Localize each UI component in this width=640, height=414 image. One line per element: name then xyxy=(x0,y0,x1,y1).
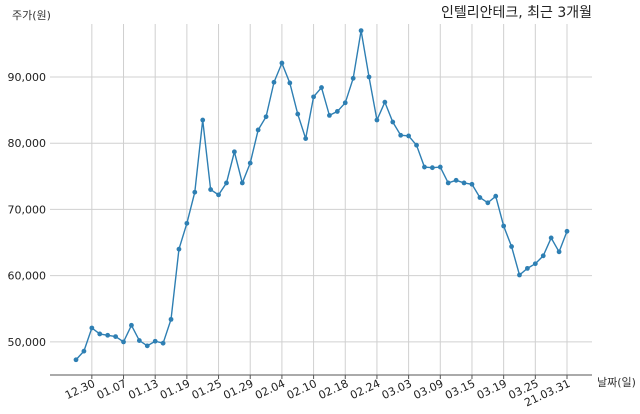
x-tick-label: 02.04 xyxy=(253,377,287,402)
data-point xyxy=(184,220,190,226)
x-tick-label: 03.09 xyxy=(412,377,446,402)
data-point xyxy=(374,117,380,123)
data-point xyxy=(73,357,79,363)
data-point xyxy=(398,132,404,138)
data-point xyxy=(216,192,221,198)
data-point xyxy=(287,80,293,86)
x-tick-label: 02.24 xyxy=(348,377,382,402)
grid xyxy=(50,24,592,375)
x-tick-label: 01.19 xyxy=(158,377,192,402)
data-point xyxy=(208,187,214,192)
data-point xyxy=(414,142,419,148)
data-point xyxy=(247,160,253,166)
data-point xyxy=(517,272,522,278)
y-axis-title: 주가(원) xyxy=(12,9,51,22)
data-point xyxy=(136,338,142,343)
y-tick-label: 70,000 xyxy=(8,203,47,216)
data-point xyxy=(501,223,507,229)
data-point xyxy=(303,136,309,141)
data-point xyxy=(271,79,277,85)
x-tick-label: 12.30 xyxy=(63,377,97,402)
data-point xyxy=(279,60,285,66)
x-tick-label: 01.29 xyxy=(221,377,255,402)
data-point xyxy=(152,338,158,344)
data-point xyxy=(382,99,388,105)
data-point xyxy=(263,114,269,120)
y-axis: 50,000 60,000 70,000 80,000 90,000 xyxy=(8,71,47,349)
data-point xyxy=(342,100,348,106)
data-point xyxy=(319,85,324,90)
data-point xyxy=(453,177,459,183)
x-tick-label: 02.18 xyxy=(316,377,350,402)
data-point xyxy=(105,332,111,338)
data-point xyxy=(311,94,316,100)
data-point xyxy=(239,180,245,186)
data-point xyxy=(461,180,467,186)
data-point xyxy=(493,193,499,199)
data-point xyxy=(200,117,206,123)
data-point xyxy=(366,74,372,80)
data-point xyxy=(121,339,126,345)
data-point xyxy=(556,249,562,255)
x-tick-label: 03.15 xyxy=(443,377,477,402)
data-point xyxy=(469,181,475,187)
data-point xyxy=(477,195,483,200)
data-point xyxy=(540,253,546,259)
data-point xyxy=(564,228,570,234)
data-point xyxy=(295,111,301,117)
series-points xyxy=(73,28,570,363)
series-line xyxy=(75,30,568,361)
x-axis-title: 날짜(일) xyxy=(597,375,636,389)
data-point xyxy=(327,112,332,118)
data-point xyxy=(168,316,174,322)
y-tick-label: 50,000 xyxy=(8,336,47,349)
x-tick-label: 01.25 xyxy=(190,377,224,402)
data-point xyxy=(176,246,182,252)
data-point xyxy=(525,265,530,271)
data-point xyxy=(509,244,514,249)
data-point xyxy=(129,322,134,328)
data-point xyxy=(334,109,340,114)
data-point xyxy=(548,235,554,241)
data-point xyxy=(358,28,364,34)
data-point xyxy=(350,75,356,81)
data-point xyxy=(445,180,451,186)
x-tick-label: 02.10 xyxy=(285,377,319,402)
data-point xyxy=(255,127,261,133)
data-point xyxy=(192,189,198,195)
data-point xyxy=(532,261,538,267)
data-point xyxy=(160,340,166,346)
data-point xyxy=(422,164,427,170)
data-point xyxy=(231,149,237,155)
x-axis: 12.3001.0701.1301.1901.2501.2902.0402.10… xyxy=(63,375,572,409)
data-point xyxy=(113,334,118,339)
x-tick-label: 03.03 xyxy=(380,377,414,402)
data-point xyxy=(89,325,95,331)
data-point xyxy=(97,331,103,337)
chart-title: 인텔리안테크, 최근 3개월 xyxy=(441,5,592,21)
y-tick-label: 60,000 xyxy=(8,270,47,283)
x-tick-label: 01.13 xyxy=(126,377,160,402)
data-point xyxy=(406,133,412,139)
data-point xyxy=(224,180,229,186)
data-point xyxy=(390,119,396,125)
y-tick-label: 90,000 xyxy=(8,71,47,84)
data-point xyxy=(144,343,150,349)
y-tick-label: 80,000 xyxy=(8,137,47,150)
x-tick-label: 01.07 xyxy=(95,377,129,402)
data-point xyxy=(429,165,435,171)
data-point xyxy=(485,200,491,206)
data-point xyxy=(81,348,87,354)
data-point xyxy=(437,164,443,170)
x-tick-label: 03.19 xyxy=(475,377,509,402)
